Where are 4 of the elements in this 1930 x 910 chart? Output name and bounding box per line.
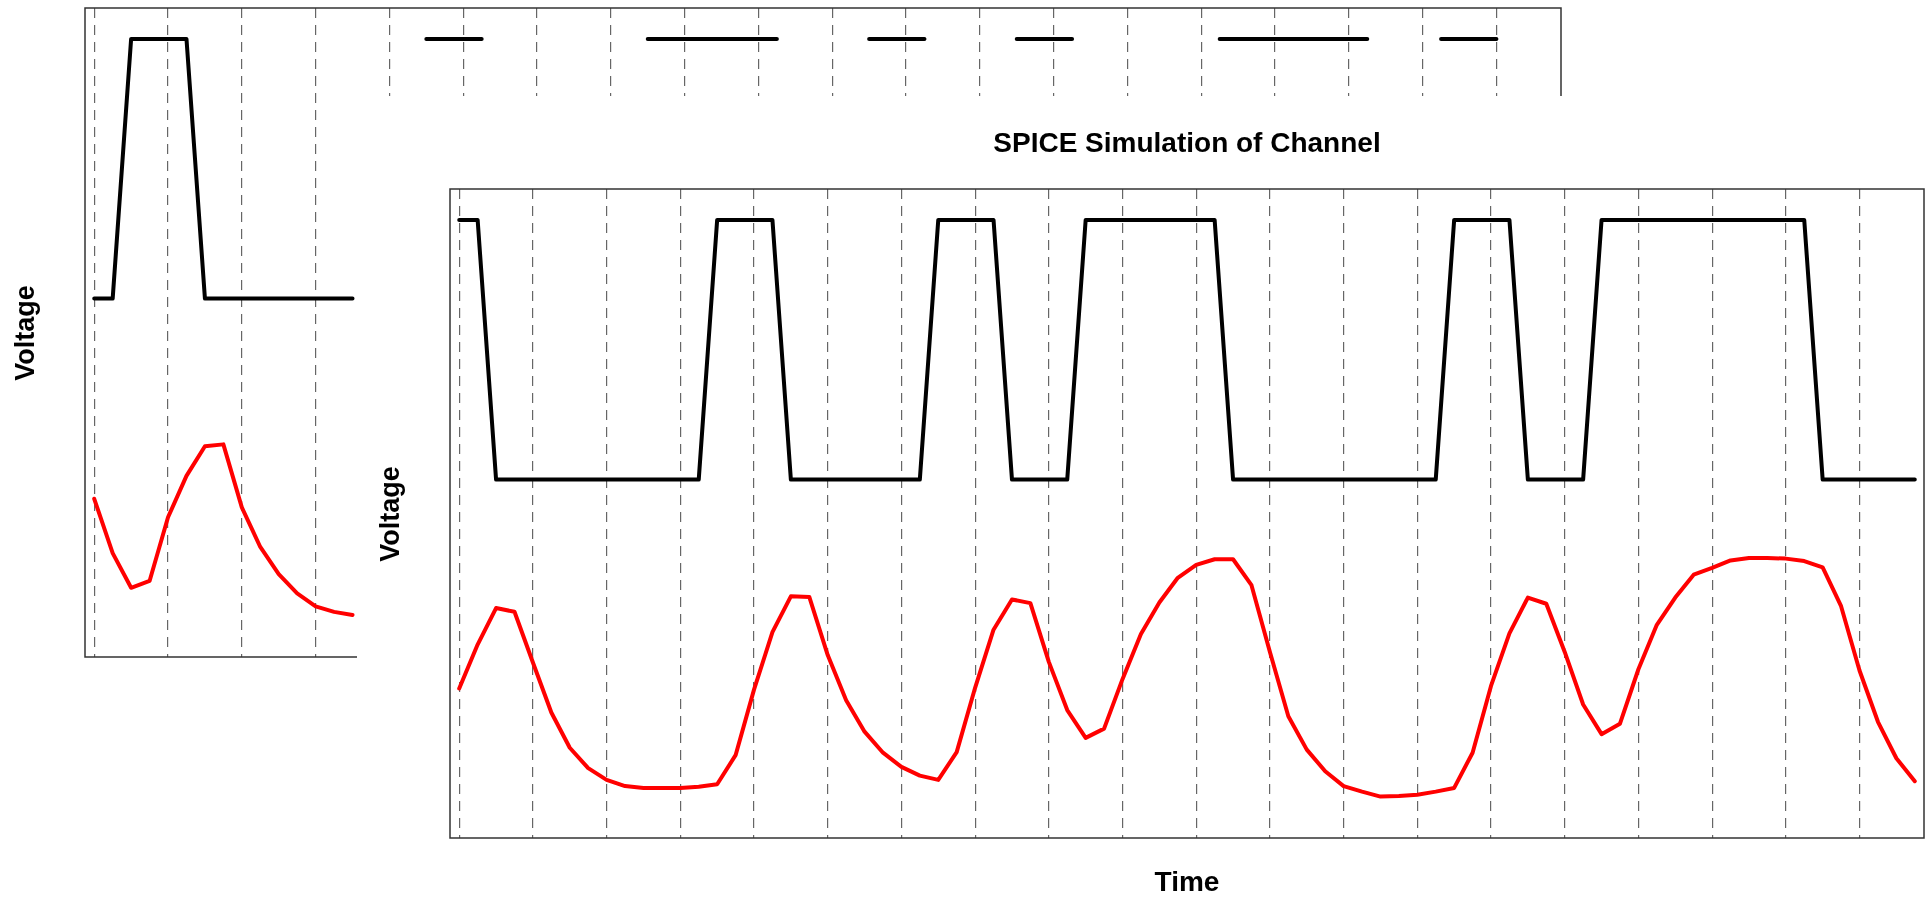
y-axis-title: Voltage — [9, 284, 41, 381]
y-axis-title: Voltage — [374, 465, 406, 562]
x-axis-title: Time — [1154, 866, 1220, 898]
chart-title: SPICE Simulation of Channel — [993, 126, 1381, 159]
